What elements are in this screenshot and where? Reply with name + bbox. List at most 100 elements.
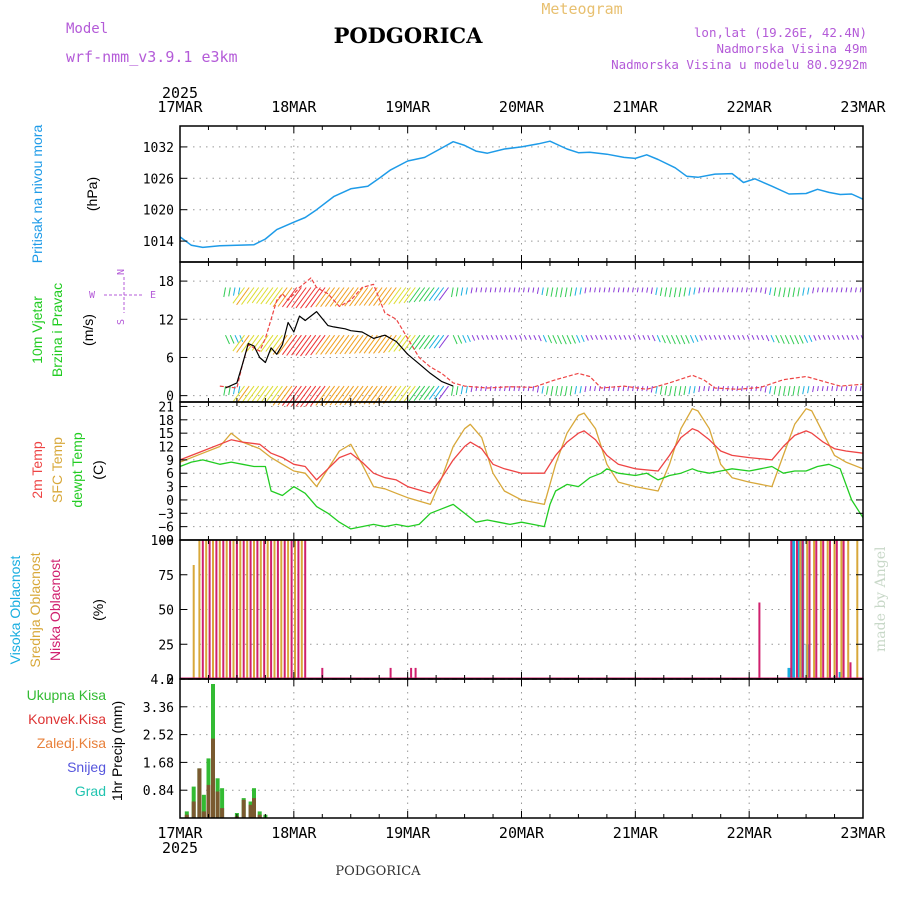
wind-barb: [855, 287, 857, 293]
wind-barb: [339, 334, 355, 355]
y-tick-label: 1014: [143, 235, 174, 250]
wind-barb: [703, 386, 706, 392]
precip-bar-convective: [197, 768, 202, 818]
cloud-bar-srednja: [266, 540, 269, 679]
y-tick-label: 3: [166, 481, 174, 496]
cloud-bar-srednja: [840, 540, 843, 679]
cloud-bar-niska: [808, 540, 811, 679]
compass-w: W: [89, 290, 96, 301]
cloud-bar-niska: [414, 667, 417, 679]
wind-barb: [555, 287, 558, 298]
wind-barb: [238, 386, 241, 394]
wind-barb: [256, 287, 269, 304]
wind-barb: [457, 334, 463, 344]
wind-barb: [295, 334, 312, 356]
wind-barb: [494, 287, 497, 293]
cloud-bar-niska: [297, 540, 300, 679]
wind-barb: [552, 334, 558, 344]
wind-barb: [451, 386, 454, 396]
wind-barb: [393, 334, 407, 352]
wind-barb: [260, 287, 274, 305]
wind-barb: [527, 287, 530, 293]
wind-barb: [514, 334, 518, 340]
wind-barb: [817, 334, 821, 340]
wind-barb: [742, 334, 745, 340]
wind-barb: [784, 334, 790, 345]
cloud-bar-niska: [235, 540, 238, 679]
wind-barb: [470, 287, 473, 294]
wind-barb: [817, 287, 819, 293]
wind-barb: [223, 386, 226, 396]
wind-barb: [251, 385, 264, 402]
x-tick-label-top: 21MAR: [613, 98, 659, 116]
wind-barb: [455, 287, 459, 297]
cloud-bar-srednja: [212, 540, 214, 679]
wind-barb: [807, 287, 810, 295]
cloud-bar-srednja: [813, 540, 816, 679]
precip-bar-convective: [184, 814, 189, 818]
wind-barb: [826, 287, 829, 293]
wind-barb: [688, 386, 691, 395]
wind-barb: [256, 385, 269, 403]
wind-barb: [413, 334, 426, 351]
cloud-bar-niska: [229, 540, 232, 679]
wind-barb: [403, 334, 416, 351]
wind-barb: [693, 287, 696, 295]
wind-barb: [736, 386, 739, 392]
wind-barb: [707, 386, 710, 392]
wind-barb: [859, 386, 862, 392]
temp-line-sfc: [179, 408, 864, 506]
wind-barb: [538, 334, 542, 342]
cloud-bar-niska: [208, 540, 211, 679]
y-tick-label: 50: [158, 604, 174, 619]
wind-barb: [764, 386, 767, 393]
wind-barb: [585, 334, 589, 341]
wind-barb: [836, 287, 838, 293]
wind-barb: [603, 287, 606, 293]
wind-barb: [646, 287, 649, 293]
y-tick-label: 9: [166, 454, 174, 469]
wind-barbs: [223, 287, 864, 408]
y-tick-label: 1026: [143, 172, 174, 187]
wind-barb: [622, 386, 625, 392]
wind-barb: [557, 334, 562, 345]
wind-barb: [775, 334, 780, 344]
wind-barb: [650, 287, 653, 294]
cloud-bar-visoka: [796, 540, 800, 679]
wind-barb: [315, 334, 331, 355]
y-tick-label: 18: [158, 275, 174, 290]
cloud-bar-srednja: [300, 540, 303, 679]
precip-legend-entry: Ukupna Kisa: [27, 687, 107, 703]
wind-barb: [584, 287, 587, 294]
wind-barb: [723, 334, 727, 340]
wind-barb: [413, 385, 426, 401]
wind-barb: [647, 334, 651, 341]
wind-barb: [760, 287, 762, 293]
wind-barb: [637, 334, 641, 340]
cloud-bar-srednja: [259, 540, 262, 679]
wind-barb: [494, 386, 497, 392]
wind-barb: [683, 386, 687, 396]
wind-barb: [627, 386, 630, 392]
wind-barb: [541, 386, 544, 394]
compass-n: N: [116, 269, 127, 275]
wind-barb: [641, 287, 644, 293]
wind-barb: [756, 334, 760, 340]
wind-barb: [693, 386, 696, 394]
wind-barb: [685, 334, 690, 344]
wind-barb: [574, 386, 577, 395]
cloud-bar-niska: [321, 667, 324, 679]
wind-barb: [490, 334, 494, 340]
wind-barb: [489, 287, 492, 293]
wind-barb: [518, 287, 521, 293]
wind-barb: [655, 386, 658, 394]
wind-barb: [398, 385, 411, 403]
wind-barb: [770, 334, 775, 343]
wind-barb: [632, 287, 634, 293]
wind-barb: [238, 287, 241, 295]
wind-barb: [797, 386, 800, 396]
wind-barb: [836, 386, 838, 392]
wind-barb: [636, 287, 639, 293]
wind-barb: [300, 287, 317, 309]
wind-barb: [485, 334, 489, 340]
